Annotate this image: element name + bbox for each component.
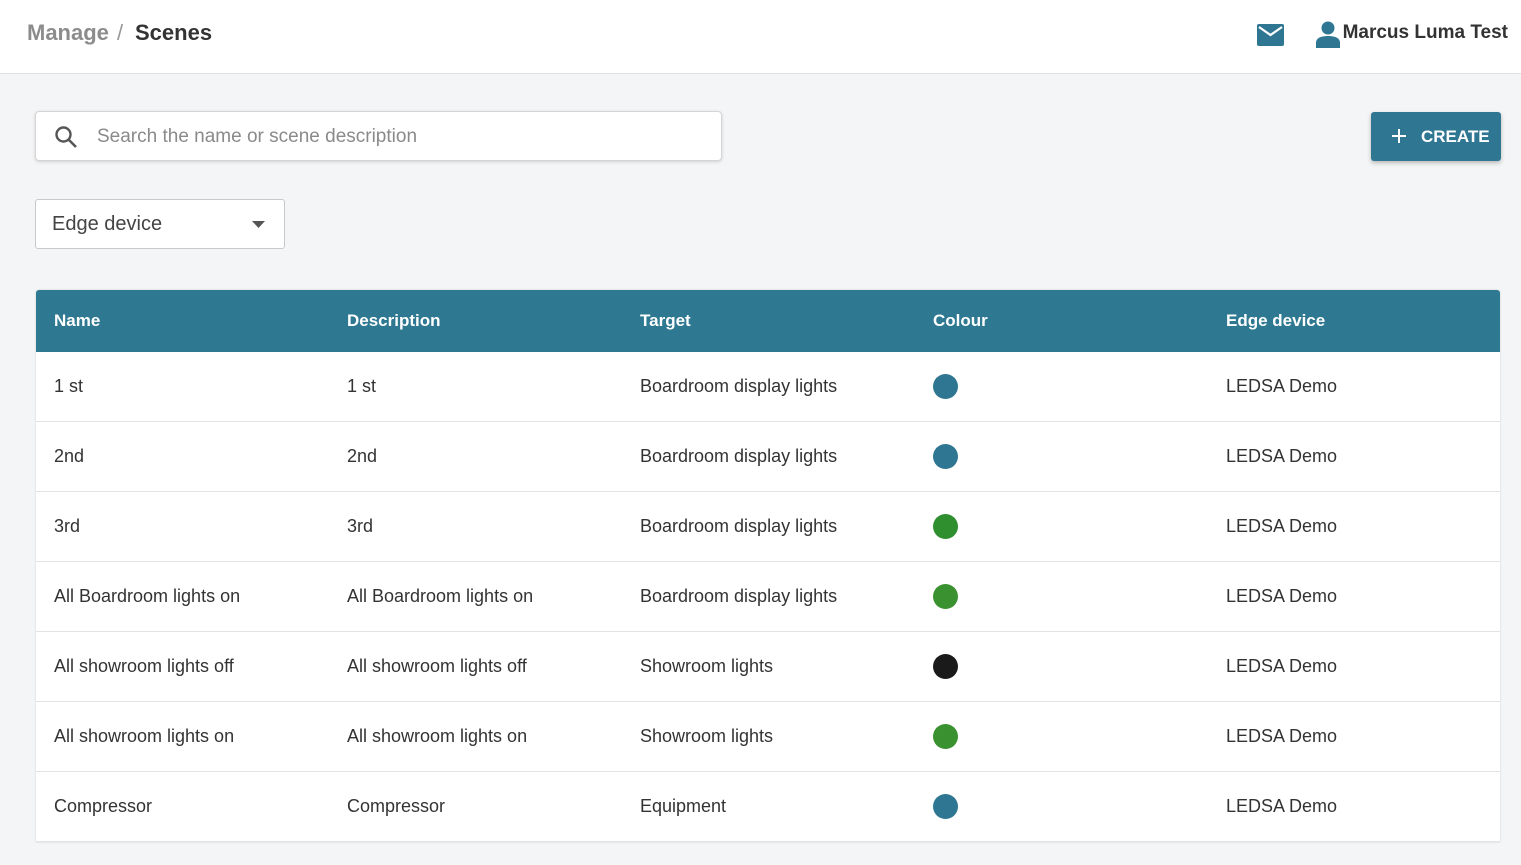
cell-edge-device: LEDSA Demo <box>1226 586 1338 606</box>
search-icon <box>55 126 77 148</box>
cell-target: Boardroom display lights <box>640 516 838 536</box>
breadcrumb-separator: / <box>117 20 124 45</box>
cell-description: 3rd <box>347 516 374 536</box>
cell-description: Compressor <box>347 796 446 816</box>
cell-edge-device: LEDSA Demo <box>1226 796 1338 816</box>
column-header[interactable]: Target <box>640 311 691 330</box>
cell-description: All showroom lights off <box>347 656 527 676</box>
cell-name: 1 st <box>54 376 84 396</box>
cell-name: All Boardroom lights on <box>54 586 241 606</box>
mail-icon[interactable] <box>1257 24 1284 46</box>
table-row[interactable]: 3rd 3rd Boardroom display lights LEDSA Demo <box>36 492 1500 562</box>
scenes-table: Name Description Target Colour Edge device 1… <box>36 290 1500 842</box>
edge-device-filter[interactable]: Edge device <box>35 199 285 249</box>
user-name[interactable]: Marcus Luma Test <box>1342 22 1508 43</box>
table-row[interactable]: All Boardroom lights on All Boardroom lig… <box>36 562 1500 632</box>
cell-edge-device: LEDSA Demo <box>1226 726 1338 746</box>
cell-description: All Boardroom lights on <box>347 586 534 606</box>
top-bar: Manage / Scenes Marcus Luma Test <box>0 0 1521 74</box>
colour-swatch <box>933 444 958 469</box>
table-header: Name Description Target Colour Edge device <box>36 290 1500 352</box>
table-row[interactable]: All showroom lights off All showroom ligh… <box>36 632 1500 702</box>
cell-name: 2nd <box>54 446 85 466</box>
cell-name: All showroom lights off <box>54 656 234 676</box>
cell-target: Boardroom display lights <box>640 446 838 466</box>
cell-name: All showroom lights on <box>54 726 235 746</box>
breadcrumb-link[interactable]: Manage <box>27 20 109 45</box>
dropdown-arrow <box>252 221 265 228</box>
cell-target: Boardroom display lights <box>640 586 838 606</box>
cell-target: Boardroom display lights <box>640 376 838 396</box>
colour-swatch <box>933 724 958 749</box>
column-header[interactable]: Description <box>347 311 441 330</box>
column-header[interactable]: Colour <box>933 311 988 330</box>
column-header[interactable]: Edge device <box>1226 311 1326 330</box>
cell-description: 1 st <box>347 376 377 396</box>
cell-name: Compressor <box>54 796 153 816</box>
table-row[interactable]: 1 st 1 st Boardroom display lights LEDSA De… <box>36 352 1500 422</box>
create-button[interactable]: CREATE <box>1371 112 1501 161</box>
colour-swatch <box>933 654 958 679</box>
cell-edge-device: LEDSA Demo <box>1226 656 1338 676</box>
search-box[interactable]: Search the name or scene description <box>35 111 722 161</box>
user-icon[interactable] <box>1316 21 1340 48</box>
cell-description: 2nd <box>347 446 378 466</box>
search-placeholder: Search the name or scene description <box>97 126 418 147</box>
cell-target: Showroom lights <box>640 656 774 676</box>
colour-swatch <box>933 794 958 819</box>
cell-name: 3rd <box>54 516 81 536</box>
colour-swatch <box>933 584 958 609</box>
table-row[interactable]: 2nd 2nd Boardroom display lights LEDSA Demo <box>36 422 1500 492</box>
cell-edge-device: LEDSA Demo <box>1226 446 1338 466</box>
table-row[interactable]: Compressor Compressor Equipment LEDSA Demo <box>36 772 1500 842</box>
colour-swatch <box>933 514 958 539</box>
colour-swatch <box>933 374 958 399</box>
column-header[interactable]: Name <box>54 311 101 330</box>
breadcrumb-current: Scenes <box>135 20 213 45</box>
table-row[interactable]: All showroom lights on All showroom light… <box>36 702 1500 772</box>
cell-description: All showroom lights on <box>347 726 528 746</box>
create-label: CREATE <box>1421 127 1490 146</box>
plus-icon <box>1392 129 1406 143</box>
cell-target: Equipment <box>640 796 727 816</box>
cell-edge-device: LEDSA Demo <box>1226 516 1338 536</box>
filter-label: Edge device <box>52 213 163 235</box>
cell-target: Showroom lights <box>640 726 774 746</box>
cell-edge-device: LEDSA Demo <box>1226 376 1338 396</box>
